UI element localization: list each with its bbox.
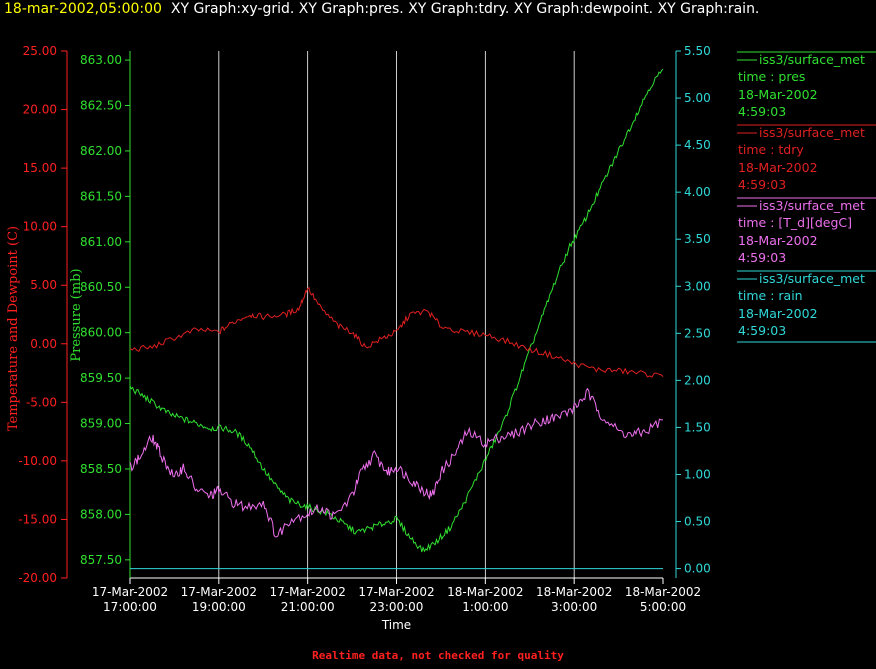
pressure-axis-label: Pressure (mb) (69, 268, 84, 361)
legend-time: 4:59:03 (738, 323, 786, 338)
legend-date: 18-Mar-2002 (738, 160, 818, 175)
chart-header: 18-mar-2002,05:00:00 XY Graph:xy-grid. X… (4, 1, 759, 17)
x-tick-date: 17-Mar-2002 (181, 585, 257, 599)
pressure-tick-label: 859.50 (80, 371, 122, 385)
series-line-tdry (129, 286, 664, 378)
x-tick-time: 5:00:00 (640, 600, 686, 614)
temperature-tick-label: 5.00 (30, 278, 57, 292)
temperature-axis-label: Temperature and Dewpoint (C) (6, 226, 21, 431)
legend-time: 4:59:03 (738, 177, 786, 192)
legend-time: 4:59:03 (738, 250, 786, 265)
temperature-tick-label: 25.00 (23, 44, 57, 58)
rain-tick-label: 3.50 (684, 232, 711, 246)
temperature-tick-label: 20.00 (23, 103, 57, 117)
rain-tick-label: 0.50 (684, 515, 711, 529)
rain-tick-label: 4.50 (684, 138, 711, 152)
rain-tick-label: 1.00 (684, 467, 711, 481)
legend-field: time : tdry (738, 142, 804, 157)
rain-tick-label: 1.50 (684, 420, 711, 434)
x-tick-date: 18-Mar-2002 (625, 585, 701, 599)
x-tick-time: 1:00:00 (462, 600, 508, 614)
x-tick-date: 17-Mar-2002 (269, 585, 345, 599)
legend-time: 4:59:03 (738, 104, 786, 119)
x-tick-time: 21:00:00 (281, 600, 335, 614)
temperature-tick-label: -10.00 (18, 454, 57, 468)
header-graph-titles: XY Graph:xy-grid. XY Graph:pres. XY Grap… (170, 1, 760, 17)
x-tick-time: 19:00:00 (192, 600, 246, 614)
rain-tick-label: 4.00 (684, 185, 711, 199)
x-tick-date: 17-Mar-2002 (358, 585, 434, 599)
temperature-tick-label: 15.00 (23, 161, 57, 175)
header-date: 18-mar-2002,05:00:00 (4, 1, 162, 17)
legend-date: 18-Mar-2002 (738, 233, 818, 248)
pressure-tick-label: 860.00 (80, 326, 122, 340)
temperature-tick-label: -15.00 (18, 512, 57, 526)
x-axis-label: Time (381, 618, 411, 632)
pressure-tick-label: 860.50 (80, 280, 122, 294)
legend-source: iss3/surface_met (759, 198, 865, 213)
legend-field: time : pres (738, 69, 805, 84)
pressure-tick-label: 863.00 (80, 53, 122, 67)
pressure-tick-label: 862.00 (80, 144, 122, 158)
series-line-pres (129, 68, 664, 553)
pressure-tick-label: 857.50 (80, 553, 122, 567)
legend-field: time : [T_d][degC] (738, 215, 852, 230)
rain-tick-label: 5.00 (684, 91, 711, 105)
legend-date: 18-Mar-2002 (738, 306, 818, 321)
legend-field: time : rain (738, 288, 803, 303)
temperature-tick-label: 10.00 (23, 220, 57, 234)
temperature-tick-label: -20.00 (18, 571, 57, 585)
rain-tick-label: 3.00 (684, 279, 711, 293)
x-tick-time: 17:00:00 (103, 600, 157, 614)
temperature-tick-label: 0.00 (30, 337, 57, 351)
rain-tick-label: 5.50 (684, 44, 711, 58)
x-tick-date: 17-Mar-2002 (92, 585, 168, 599)
pressure-tick-label: 862.50 (80, 99, 122, 113)
vertical-grid (218, 51, 575, 578)
legend-source: iss3/surface_met (759, 125, 865, 140)
rain-tick-label: 2.50 (684, 326, 711, 340)
pressure-tick-label: 858.00 (80, 507, 122, 521)
series-lines (129, 68, 664, 570)
legend-source: iss3/surface_met (759, 52, 865, 67)
x-tick-date: 18-Mar-2002 (447, 585, 523, 599)
x-tick-time: 23:00:00 (370, 600, 424, 614)
temperature-tick-label: -5.00 (26, 395, 57, 409)
legend-source: iss3/surface_met (759, 271, 865, 286)
axes: 17-Mar-200217:00:0017-Mar-200219:00:0017… (6, 44, 711, 632)
x-tick-date: 18-Mar-2002 (536, 585, 612, 599)
quality-note: Realtime data, not checked for quality (312, 649, 564, 662)
pressure-tick-label: 861.00 (80, 235, 122, 249)
legend-date: 18-Mar-2002 (738, 87, 818, 102)
pressure-tick-label: 861.50 (80, 189, 122, 203)
x-tick-time: 3:00:00 (551, 600, 597, 614)
series-line-dewpoint (129, 387, 663, 538)
rain-tick-label: 2.00 (684, 373, 711, 387)
rain-tick-label: 0.00 (684, 562, 711, 576)
pressure-tick-label: 859.00 (80, 417, 122, 431)
pressure-tick-label: 858.50 (80, 462, 122, 476)
